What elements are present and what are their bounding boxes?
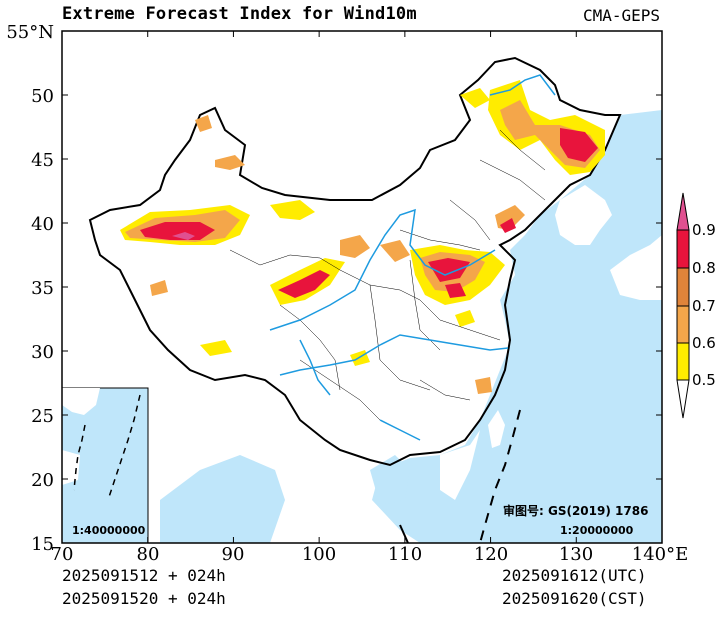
inset-map-scale: 1:40000000 bbox=[72, 524, 146, 537]
valid-time-cst: 2025091620(CST) bbox=[502, 589, 647, 608]
china-border bbox=[88, 56, 622, 467]
lon-label-100: 100 bbox=[301, 544, 337, 565]
map-approval-number: 审图号: GS(2019) 1786 bbox=[503, 504, 649, 518]
maritime-boundary bbox=[479, 409, 521, 544]
colorbar-0.8-0.9 bbox=[676, 229, 690, 269]
colorbar-label-0.8: 0.8 bbox=[692, 259, 716, 277]
colorbar-label-0.7: 0.7 bbox=[692, 297, 716, 315]
lon-label-130: 130 bbox=[558, 544, 594, 565]
valid-time-utc: 2025091612(UTC) bbox=[502, 566, 647, 585]
lon-label-80: 80 bbox=[136, 544, 160, 565]
colorbar-label-0.5: 0.5 bbox=[692, 371, 716, 389]
colorbar-above-0.9 bbox=[676, 192, 690, 231]
lon-label-90: 90 bbox=[221, 544, 245, 565]
colorbar-0.6-0.7 bbox=[676, 305, 690, 344]
lat-label-15: 15 bbox=[31, 534, 54, 555]
init-time-cst: 2025091520 + 024h bbox=[62, 589, 226, 608]
lat-label-50: 50 bbox=[31, 86, 54, 107]
lat-label-25: 25 bbox=[31, 406, 54, 427]
lat-label-35: 35 bbox=[31, 278, 54, 299]
axis-ticks bbox=[61, 30, 663, 544]
lon-label-110: 110 bbox=[387, 544, 423, 565]
colorbar-below-0.5 bbox=[676, 379, 690, 419]
colorbar-0.7-0.8 bbox=[676, 267, 690, 307]
lon-label-70: 70 bbox=[50, 544, 74, 565]
colorbar bbox=[676, 192, 690, 419]
colorbar-0.5-0.6 bbox=[676, 342, 690, 381]
model-source: CMA-GEPS bbox=[582, 6, 660, 25]
lat-label-30: 30 bbox=[31, 342, 54, 363]
map-title: Extreme Forecast Index for Wind10m bbox=[62, 4, 417, 24]
province-borders bbox=[229, 129, 546, 421]
lat-label-45: 45 bbox=[31, 150, 54, 171]
lat-label-20: 20 bbox=[31, 470, 54, 491]
main-map-scale: 1:20000000 bbox=[560, 524, 634, 537]
rivers bbox=[269, 74, 556, 441]
lat-label-40: 40 bbox=[31, 214, 54, 235]
colorbar-label-0.6: 0.6 bbox=[692, 334, 716, 352]
lon-label-120: 120 bbox=[473, 544, 509, 565]
lat-label-55: 55°N bbox=[6, 22, 54, 43]
neighbor-land bbox=[440, 185, 662, 500]
efi-shading bbox=[120, 80, 605, 394]
init-time-utc: 2025091512 + 024h bbox=[62, 566, 226, 585]
lon-label-140: 140°E bbox=[631, 544, 689, 565]
colorbar-label-0.9: 0.9 bbox=[692, 221, 716, 239]
inset-map bbox=[61, 387, 149, 544]
